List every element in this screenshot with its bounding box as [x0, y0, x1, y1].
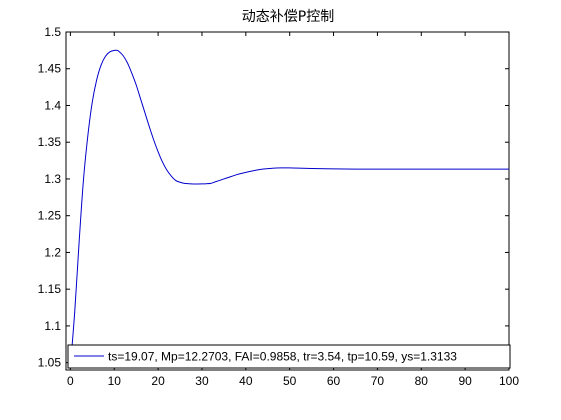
series-layer [69, 49, 509, 367]
x-tick-label: 40 [239, 374, 253, 388]
x-tick-label: 10 [108, 374, 122, 388]
x-tick-label: 60 [327, 374, 341, 388]
y-tick-label: 1.05 [38, 356, 62, 370]
series-line-0 [69, 49, 509, 367]
legend-frame [67, 344, 511, 369]
x-tick-label: 50 [283, 374, 297, 388]
y-tick-label: 1.1 [44, 319, 61, 333]
y-tick-label: 1.5 [44, 25, 61, 39]
x-tick-label: 20 [151, 374, 165, 388]
y-tick-label: 1.2 [44, 245, 61, 259]
plot-area [65, 31, 510, 371]
axis-ticks: 0 10 20 30 40 50 60 70 80 90 100 1.05 1.1 1.15 1.2 1.25… [38, 25, 520, 388]
y-tick-label: 1.35 [38, 135, 62, 149]
x-tick-label: 80 [415, 374, 429, 388]
y-tick-label: 1.4 [44, 98, 61, 112]
x-tick-label: 0 [67, 374, 74, 388]
y-tick-label: 1.15 [38, 282, 62, 296]
legend-entry: ts=19.07, Mp=12.2703, FAI=0.9858, tr=3.5… [108, 350, 457, 364]
y-tick-label: 1.45 [38, 62, 62, 76]
x-tick-label: 90 [458, 374, 472, 388]
x-tick-label: 70 [371, 374, 385, 388]
x-tick-label: 30 [195, 374, 209, 388]
legend: ts=19.07, Mp=12.2703, FAI=0.9858, tr=3.5… [67, 344, 511, 369]
y-tick-label: 1.3 [44, 172, 61, 186]
chart-title: 动态补偿P控制 [242, 9, 334, 25]
y-tick-label: 1.25 [38, 209, 62, 223]
x-tick-label: 100 [499, 374, 519, 388]
